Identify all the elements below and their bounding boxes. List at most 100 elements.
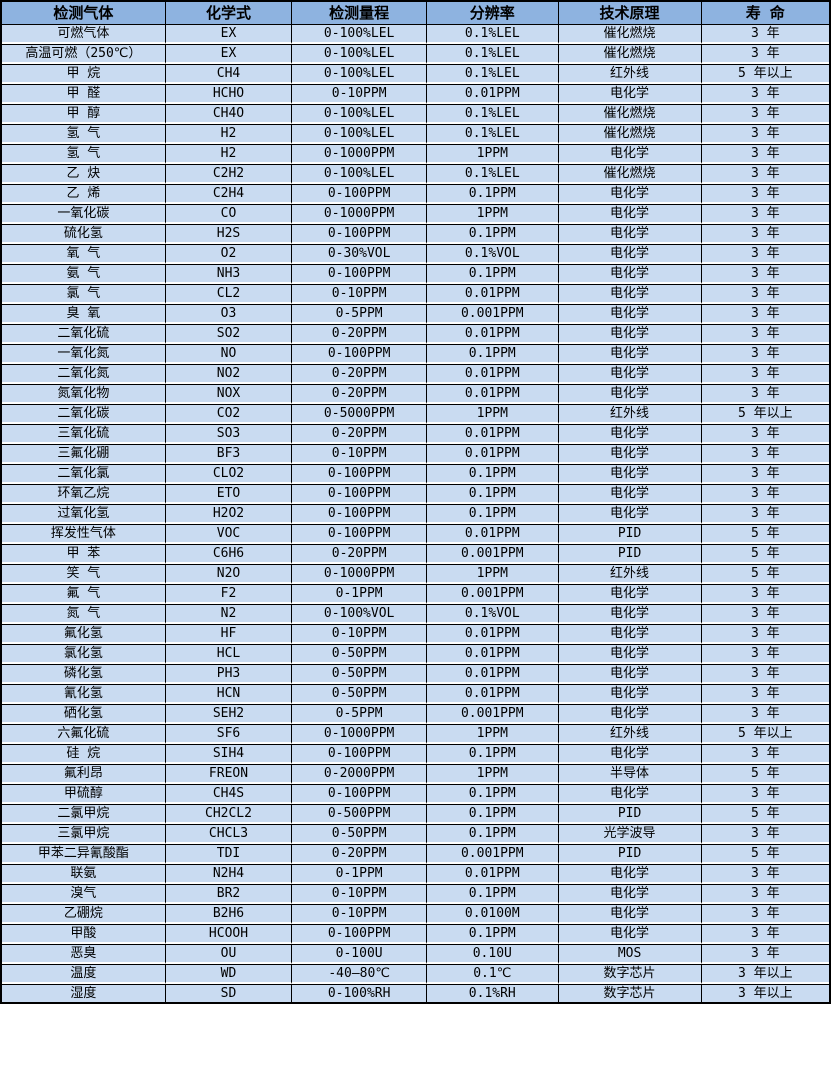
table-row: 三氟化硼 BF3 0-10PPM 0.01PPM 电化学 3 年 (2, 444, 829, 464)
table-row: 乙 烯 C2H4 0-100PPM 0.1PPM 电化学 3 年 (2, 184, 829, 204)
cell-lifespan: 3 年 (701, 824, 829, 844)
cell-lifespan: 3 年以上 (701, 964, 829, 984)
table-row: 氮氧化物 NOX 0-20PPM 0.01PPM 电化学 3 年 (2, 384, 829, 404)
table-row: 甲酸 HCOOH 0-100PPM 0.1PPM 电化学 3 年 (2, 924, 829, 944)
cell-lifespan: 5 年以上 (701, 724, 829, 744)
cell-range: 0-5000PPM (292, 404, 428, 424)
cell-formula: SEH2 (165, 704, 293, 724)
cell-resolution: 0.1%LEL (427, 25, 559, 44)
cell-lifespan: 3 年 (701, 584, 829, 604)
cell-gas: 氟 气 (2, 584, 166, 604)
table-row: 甲苯二异氰酸酯 TDI 0-20PPM 0.001PPM PID 5 年 (2, 844, 829, 864)
cell-lifespan: 5 年 (701, 844, 829, 864)
cell-resolution: 0.001PPM (427, 584, 559, 604)
cell-resolution: 1PPM (427, 564, 559, 584)
cell-lifespan: 3 年 (701, 624, 829, 644)
table-row: 臭 氧 O3 0-5PPM 0.001PPM 电化学 3 年 (2, 304, 829, 324)
cell-range: 0-10PPM (292, 884, 428, 904)
cell-lifespan: 3 年 (701, 204, 829, 224)
cell-resolution: 0.01PPM (427, 624, 559, 644)
cell-formula: HCN (165, 684, 293, 704)
column-header-principle: 技术原理 (558, 2, 702, 25)
cell-lifespan: 5 年以上 (701, 64, 829, 84)
cell-formula: BR2 (165, 884, 293, 904)
table-row: 乙硼烷 B2H6 0-10PPM 0.0100M 电化学 3 年 (2, 904, 829, 924)
table-row: 硫化氢 H2S 0-100PPM 0.1PPM 电化学 3 年 (2, 224, 829, 244)
cell-lifespan: 3 年以上 (701, 984, 829, 1002)
cell-gas: 氢 气 (2, 124, 166, 144)
cell-principle: 电化学 (558, 884, 702, 904)
cell-lifespan: 3 年 (701, 464, 829, 484)
cell-range: 0-100PPM (292, 524, 428, 544)
cell-formula: TDI (165, 844, 293, 864)
cell-principle: 电化学 (558, 224, 702, 244)
cell-principle: 电化学 (558, 684, 702, 704)
cell-resolution: 0.1%RH (427, 984, 559, 1002)
cell-formula: NOX (165, 384, 293, 404)
cell-gas: 臭 氧 (2, 304, 166, 324)
cell-gas: 笑 气 (2, 564, 166, 584)
cell-lifespan: 3 年 (701, 324, 829, 344)
table-row: 联氨 N2H4 0-1PPM 0.01PPM 电化学 3 年 (2, 864, 829, 884)
cell-principle: 电化学 (558, 444, 702, 464)
cell-range: 0-10PPM (292, 284, 428, 304)
table-row: 环氧乙烷 ETO 0-100PPM 0.1PPM 电化学 3 年 (2, 484, 829, 504)
cell-range: 0-50PPM (292, 824, 428, 844)
cell-range: 0-2000PPM (292, 764, 428, 784)
cell-lifespan: 3 年 (701, 364, 829, 384)
cell-principle: 电化学 (558, 384, 702, 404)
cell-principle: 电化学 (558, 624, 702, 644)
cell-resolution: 0.01PPM (427, 324, 559, 344)
cell-range: 0-100PPM (292, 464, 428, 484)
cell-lifespan: 3 年 (701, 744, 829, 764)
table-row: 温度 WD -40—80℃ 0.1℃ 数字芯片 3 年以上 (2, 964, 829, 984)
cell-resolution: 0.01PPM (427, 284, 559, 304)
cell-formula: H2 (165, 124, 293, 144)
cell-formula: ETO (165, 484, 293, 504)
cell-principle: PID (558, 544, 702, 564)
cell-principle: 电化学 (558, 784, 702, 804)
table-row: 氟 气 F2 0-1PPM 0.001PPM 电化学 3 年 (2, 584, 829, 604)
table-row: 氢 气 H2 0-100%LEL 0.1%LEL 催化燃烧 3 年 (2, 124, 829, 144)
table-row: 三氯甲烷 CHCL3 0-50PPM 0.1PPM 光学波导 3 年 (2, 824, 829, 844)
cell-lifespan: 3 年 (701, 224, 829, 244)
table-row: 氟利昂 FREON 0-2000PPM 1PPM 半导体 5 年 (2, 764, 829, 784)
table-row: 二氧化氮 NO2 0-20PPM 0.01PPM 电化学 3 年 (2, 364, 829, 384)
cell-resolution: 0.1%LEL (427, 44, 559, 64)
cell-gas: 可燃气体 (2, 25, 166, 44)
cell-resolution: 1PPM (427, 204, 559, 224)
cell-range: 0-100PPM (292, 184, 428, 204)
cell-formula: N2H4 (165, 864, 293, 884)
cell-resolution: 0.1PPM (427, 744, 559, 764)
cell-resolution: 0.01PPM (427, 644, 559, 664)
cell-range: 0-100%LEL (292, 124, 428, 144)
cell-gas: 挥发性气体 (2, 524, 166, 544)
table-row: 甲硫醇 CH4S 0-100PPM 0.1PPM 电化学 3 年 (2, 784, 829, 804)
cell-lifespan: 3 年 (701, 104, 829, 124)
cell-formula: CH4 (165, 64, 293, 84)
table-row: 六氟化硫 SF6 0-1000PPM 1PPM 红外线 5 年以上 (2, 724, 829, 744)
cell-formula: CH4S (165, 784, 293, 804)
cell-gas: 氢 气 (2, 144, 166, 164)
cell-gas: 氮氧化物 (2, 384, 166, 404)
cell-formula: HF (165, 624, 293, 644)
cell-range: 0-1000PPM (292, 144, 428, 164)
cell-principle: 电化学 (558, 304, 702, 324)
cell-range: 0-1PPM (292, 584, 428, 604)
cell-resolution: 0.1%VOL (427, 604, 559, 624)
cell-resolution: 0.1PPM (427, 264, 559, 284)
table-row: 笑 气 N2O 0-1000PPM 1PPM 红外线 5 年 (2, 564, 829, 584)
cell-resolution: 0.1%LEL (427, 164, 559, 184)
cell-lifespan: 3 年 (701, 484, 829, 504)
cell-lifespan: 3 年 (701, 344, 829, 364)
cell-gas: 乙 烯 (2, 184, 166, 204)
cell-principle: 电化学 (558, 584, 702, 604)
cell-resolution: 0.1PPM (427, 804, 559, 824)
cell-formula: C2H2 (165, 164, 293, 184)
cell-gas: 乙 炔 (2, 164, 166, 184)
table-row: 二氧化氯 CLO2 0-100PPM 0.1PPM 电化学 3 年 (2, 464, 829, 484)
cell-lifespan: 3 年 (701, 644, 829, 664)
cell-gas: 一氧化碳 (2, 204, 166, 224)
column-header-lifespan: 寿 命 (701, 2, 829, 25)
cell-lifespan: 3 年 (701, 884, 829, 904)
